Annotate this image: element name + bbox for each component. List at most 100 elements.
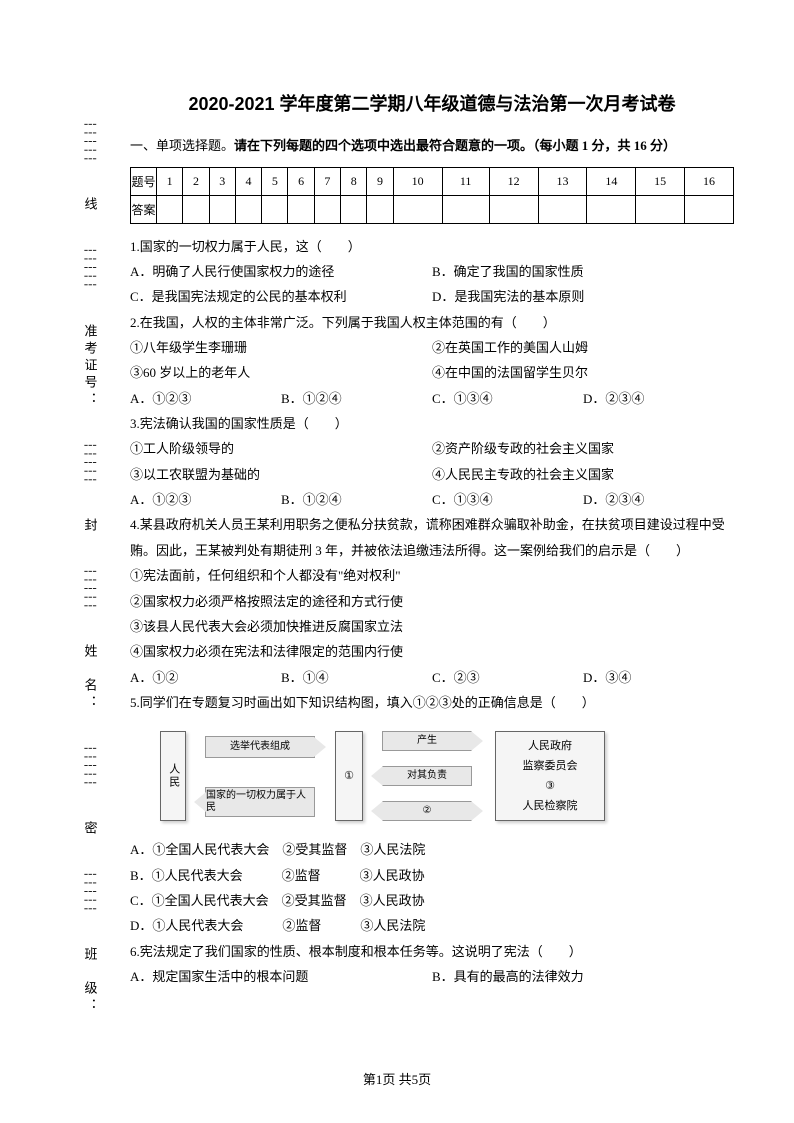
q5-opt-a: A．①全国人民代表大会 ②受其监督 ③人民法院	[130, 837, 734, 862]
q4-opt-d: D．③④	[583, 665, 734, 690]
num-cell: 5	[262, 167, 288, 195]
q4-opt-a: A．①②	[130, 665, 281, 690]
table-row: 答案	[131, 195, 734, 223]
q3-statements-row1: ①工人阶级领导的 ②资产阶级专政的社会主义国家	[130, 436, 734, 461]
num-cell: 1	[157, 167, 183, 195]
num-cell: 16	[685, 167, 734, 195]
page-content: 2020-2021 学年度第二学期八年级道德与法治第一次月考试卷 一、单项选择题…	[0, 0, 794, 1029]
row-label-ans: 答案	[131, 195, 157, 223]
q5-stem: 5.同学们在专题复习时画出如下知识结构图，填入①②③处的正确信息是（ ）	[130, 690, 734, 715]
q2-opt-a: A．①②③	[130, 386, 281, 411]
q2-opt-d: D．②③④	[583, 386, 734, 411]
section1-instruction: 请在下列每题的四个选项中选出最符合题意的一项。（每小题 1 分，共 16 分）	[234, 138, 676, 153]
num-cell: 2	[183, 167, 209, 195]
ans-cell[interactable]	[288, 195, 314, 223]
q6-opt-a: A．规定国家生活中的根本问题	[130, 964, 432, 989]
q2-s1: ①八年级学生李珊珊	[130, 335, 432, 360]
q4-s4: ④国家权力必须在宪法和法律限定的范围内行使	[130, 639, 734, 664]
num-cell: 15	[636, 167, 685, 195]
ans-cell[interactable]	[367, 195, 393, 223]
page-footer: 第1页 共5页	[0, 1069, 794, 1088]
q1-stem: 1.国家的一切权力属于人民，这（ ）	[130, 234, 734, 259]
q3-s4: ④人民民主专政的社会主义国家	[432, 462, 734, 487]
q2-options: A．①②③ B．①②④ C．①③④ D．②③④	[130, 386, 734, 411]
diagram-right-placeholder3: ③	[545, 779, 555, 794]
diagram-box-right: 人民政府 监察委员会 ③ 人民检察院	[495, 731, 605, 821]
ans-cell[interactable]	[157, 195, 183, 223]
q5-opt-c: C．①全国人民代表大会 ②受其监督 ③人民政协	[130, 888, 734, 913]
exam-title: 2020-2021 学年度第二学期八年级道德与法治第一次月考试卷	[130, 90, 734, 116]
diagram-arrow-responsible: 对其负责	[382, 766, 472, 786]
diagram-right-procuratorate: 人民检察院	[523, 799, 578, 814]
q6-stem: 6.宪法规定了我们国家的性质、根本制度和根本任务等。这说明了宪法（ ）	[130, 939, 734, 964]
q3-opt-b: B．①②④	[281, 487, 432, 512]
ans-cell[interactable]	[209, 195, 235, 223]
ans-cell[interactable]	[183, 195, 209, 223]
q2-s2: ②在英国工作的美国人山姆	[432, 335, 734, 360]
table-row: 题号 1 2 3 4 5 6 7 8 9 10 11 12 13 14 15 1…	[131, 167, 734, 195]
ans-cell[interactable]	[538, 195, 587, 223]
num-cell: 3	[209, 167, 235, 195]
ans-cell[interactable]	[685, 195, 734, 223]
answer-grid: 题号 1 2 3 4 5 6 7 8 9 10 11 12 13 14 15 1…	[130, 167, 734, 224]
ans-cell[interactable]	[341, 195, 367, 223]
q4-options: A．①② B．①④ C．②③ D．③④	[130, 665, 734, 690]
diagram-box-center: ①	[335, 731, 363, 821]
q3-options: A．①②③ B．①②④ C．①③④ D．②③④	[130, 487, 734, 512]
diagram-right-supervision: 监察委员会	[523, 759, 578, 774]
q5-opt-d: D．①人民代表大会 ②监督 ③人民法院	[130, 913, 734, 938]
q6-options-row1: A．规定国家生活中的根本问题 B．具有的最高的法律效力	[130, 964, 734, 989]
q4-opt-c: C．②③	[432, 665, 583, 690]
num-cell: 8	[341, 167, 367, 195]
q2-opt-b: B．①②④	[281, 386, 432, 411]
ans-cell[interactable]	[489, 195, 538, 223]
num-cell: 4	[235, 167, 261, 195]
num-cell: 13	[538, 167, 587, 195]
q2-opt-c: C．①③④	[432, 386, 583, 411]
num-cell: 12	[489, 167, 538, 195]
q5-opt-b: B．①人民代表大会 ②监督 ③人民政协	[130, 863, 734, 888]
q3-opt-c: C．①③④	[432, 487, 583, 512]
q1-opt-c: C．是我国宪法规定的公民的基本权利	[130, 284, 432, 309]
q4-s2: ②国家权力必须严格按照法定的途径和方式行使	[130, 589, 734, 614]
ans-cell[interactable]	[587, 195, 636, 223]
diagram-arrow-produce: 产生	[382, 731, 472, 751]
ans-cell[interactable]	[314, 195, 340, 223]
ans-cell[interactable]	[442, 195, 489, 223]
q3-s1: ①工人阶级领导的	[130, 436, 432, 461]
q3-statements-row2: ③以工农联盟为基础的 ④人民民主专政的社会主义国家	[130, 462, 734, 487]
diagram-box-people: 人民	[160, 731, 186, 821]
q1-opt-a: A．明确了人民行使国家权力的途径	[130, 259, 432, 284]
section1-heading: 一、单项选择题。请在下列每题的四个选项中选出最符合题意的一项。（每小题 1 分，…	[130, 134, 734, 159]
num-cell: 10	[393, 167, 442, 195]
q4-s3: ③该县人民代表大会必须加快推进反腐国家立法	[130, 614, 734, 639]
q3-stem: 3.宪法确认我国的国家性质是（ ）	[130, 411, 734, 436]
num-cell: 6	[288, 167, 314, 195]
q4-stem: 4.某县政府机关人员王某利用职务之便私分扶贫款，谎称困难群众骗取补助金，在扶贫项…	[130, 512, 734, 563]
questions-body: 1.国家的一切权力属于人民，这（ ） A．明确了人民行使国家权力的途径 B．确定…	[130, 234, 734, 990]
num-cell: 11	[442, 167, 489, 195]
ans-cell[interactable]	[235, 195, 261, 223]
q1-opt-b: B．确定了我国的国家性质	[432, 259, 734, 284]
q1-opt-d: D．是我国宪法的基本原则	[432, 284, 734, 309]
diagram-arrow-elect: 选举代表组成	[205, 736, 315, 758]
ans-cell[interactable]	[393, 195, 442, 223]
q2-statements-row1: ①八年级学生李珊珊 ②在英国工作的美国人山姆	[130, 335, 734, 360]
q2-s4: ④在中国的法国留学生贝尔	[432, 360, 734, 385]
q6-opt-b: B．具有的最高的法律效力	[432, 964, 734, 989]
ans-cell[interactable]	[636, 195, 685, 223]
q3-s3: ③以工农联盟为基础的	[130, 462, 432, 487]
q4-opt-b: B．①④	[281, 665, 432, 690]
diagram-arrow-circle2: ②	[382, 801, 472, 821]
q2-statements-row2: ③60 岁以上的老年人 ④在中国的法国留学生贝尔	[130, 360, 734, 385]
diagram-arrow-power: 国家的一切权力属于人民	[205, 787, 315, 817]
row-label-num: 题号	[131, 167, 157, 195]
q5-diagram: 人民 选举代表组成 国家的一切权力属于人民 ① 产生 对其负责 ② 人民政府 监…	[160, 721, 640, 831]
q2-stem: 2.在我国，人权的主体非常广泛。下列属于我国人权主体范围的有（ ）	[130, 310, 734, 335]
q3-opt-a: A．①②③	[130, 487, 281, 512]
ans-cell[interactable]	[262, 195, 288, 223]
num-cell: 14	[587, 167, 636, 195]
q2-s3: ③60 岁以上的老年人	[130, 360, 432, 385]
q3-s2: ②资产阶级专政的社会主义国家	[432, 436, 734, 461]
section1-prefix: 一、单项选择题。	[130, 138, 234, 153]
